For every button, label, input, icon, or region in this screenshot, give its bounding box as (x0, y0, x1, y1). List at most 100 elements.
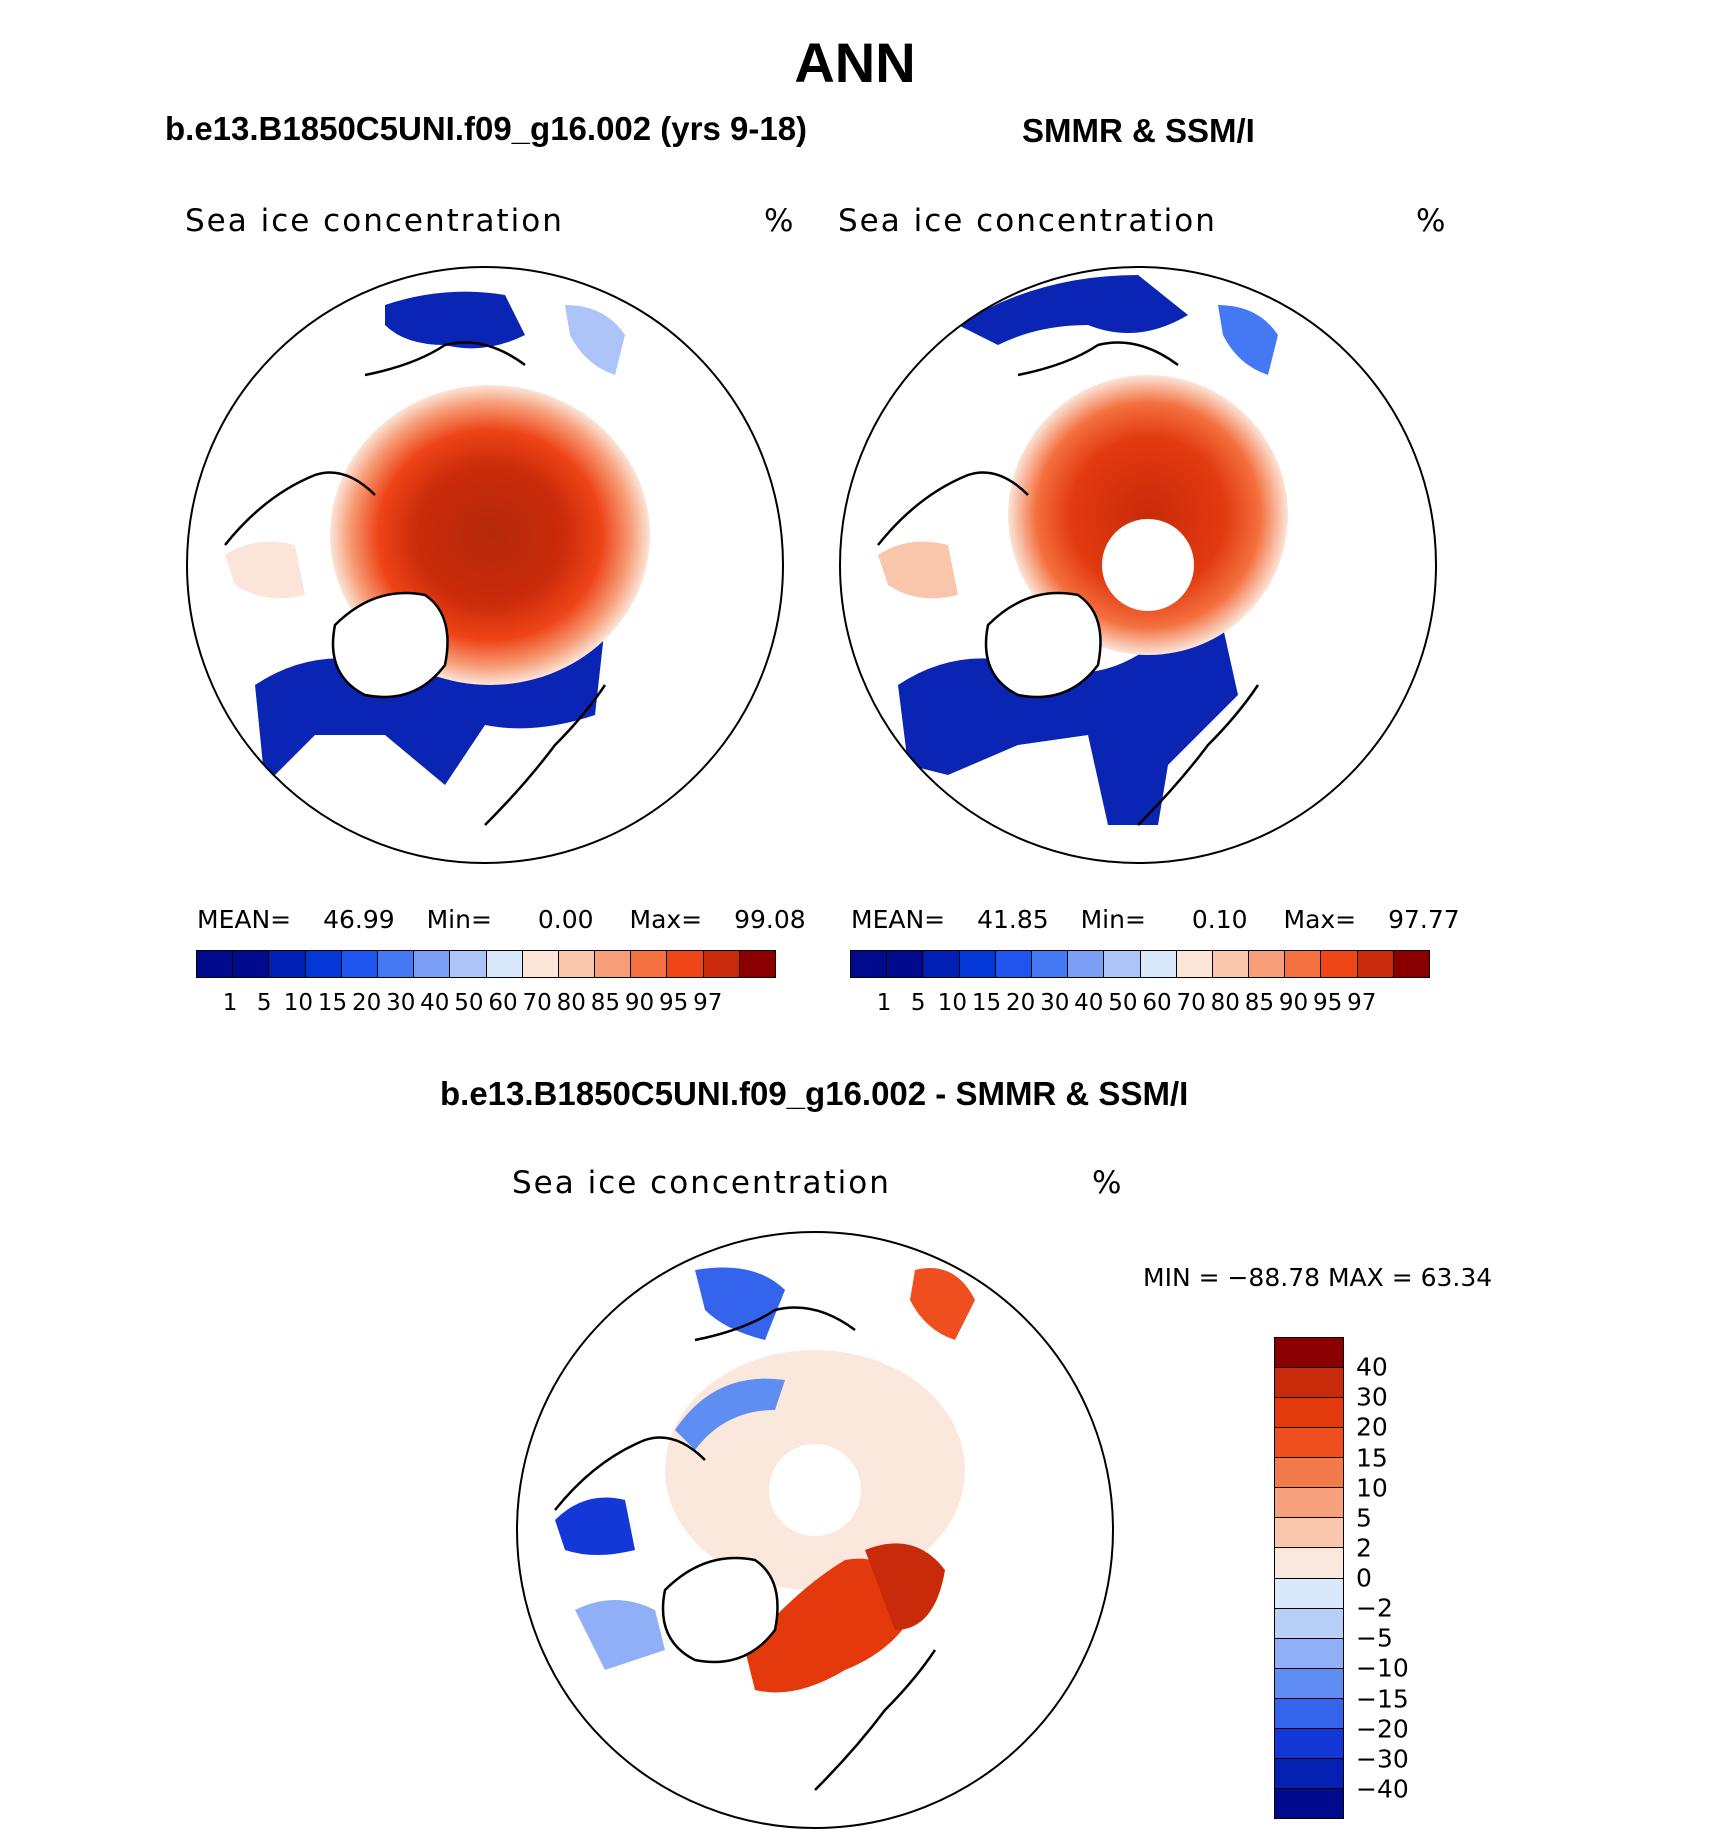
model-colorbar-tick-label: 70 (522, 990, 552, 1016)
diff-colorbar-tick-label: −20 (1356, 1714, 1409, 1744)
model-ice-bering (385, 291, 525, 349)
obs-colorbar-swatch (851, 951, 888, 977)
obs-coast-canada (877, 471, 1029, 546)
obs-colorbar-swatch (1068, 951, 1105, 977)
obs-colorbar-swatch (1321, 951, 1358, 977)
model-mean-value: 46.99 (323, 905, 395, 934)
obs-colorbar-swatch (1357, 951, 1394, 977)
diff-panel-title: b.e13.B1850C5UNI.f09_g16.002 - SMMR & SS… (440, 1075, 1189, 1112)
model-polar-map (186, 266, 784, 864)
model-colorbar-tick-label: 90 (624, 990, 655, 1016)
diff-labrador (575, 1600, 665, 1670)
diff-colorbar-swatch (1275, 1728, 1343, 1759)
obs-colorbar-swatch (1140, 951, 1177, 977)
diff-colorbar-tick-label: −10 (1356, 1653, 1409, 1683)
diff-colorbar-swatch (1275, 1788, 1343, 1818)
obs-colorbar-tick-label: 5 (910, 990, 926, 1016)
model-colorbar-swatch (522, 951, 559, 977)
diff-coast-eurasia (814, 1649, 937, 1791)
diff-okhotsk-positive (910, 1268, 975, 1340)
obs-colorbar-swatch (1393, 951, 1429, 977)
diff-kara-positive (865, 1543, 945, 1630)
obs-colorbar-swatch (1104, 951, 1141, 977)
diff-coast-canada (554, 1436, 706, 1511)
obs-colorbar-swatch (1031, 951, 1069, 977)
obs-colorbar-swatch (1285, 951, 1322, 977)
diff-colorbar-swatch (1275, 1338, 1343, 1369)
figure-title: ANN (794, 31, 916, 94)
model-colorbar-swatch (739, 951, 775, 977)
obs-colorbar-tick-label: 15 (971, 990, 1002, 1016)
diff-minmax-text: MIN = −88.78 MAX = 63.34 (1143, 1263, 1493, 1292)
diff-colorbar-swatch (1275, 1368, 1343, 1399)
obs-colorbar-tick-label: 90 (1278, 990, 1309, 1016)
model-colorbar-swatch (341, 951, 378, 977)
diff-colorbar-swatch (1275, 1578, 1343, 1609)
diff-colorbar-swatch (1275, 1698, 1343, 1729)
model-min-value: 0.00 (537, 905, 594, 934)
model-units-label: % (764, 203, 796, 239)
obs-panel-title: SMMR & SSM/I (1022, 112, 1255, 149)
obs-colorbar-swatch (1249, 951, 1286, 977)
diff-colorbar-tick-label: 30 (1356, 1382, 1388, 1412)
model-panel-title: b.e13.B1850C5UNI.f09_g16.002 (yrs 9-18) (165, 110, 808, 147)
diff-barents-positive (745, 1558, 915, 1693)
model-max-value: 99.08 (734, 905, 806, 934)
model-colorbar-swatch (414, 951, 451, 977)
model-colorbar-swatch (667, 951, 704, 977)
diff-colorbar-tick-label: 5 (1356, 1503, 1372, 1533)
model-colorbar (196, 950, 776, 978)
obs-colorbar-tick-label: 50 (1108, 990, 1138, 1016)
model-coast-siberia (364, 341, 526, 377)
model-colorbar-swatch (486, 951, 523, 977)
diff-colorbar-tick-label: −30 (1356, 1744, 1409, 1774)
model-field-label: Sea ice concentration (185, 203, 564, 239)
model-max-label: Max= (629, 905, 703, 934)
model-colorbar-tick-label: 95 (659, 990, 689, 1016)
obs-colorbar-tick-label: 80 (1210, 990, 1240, 1016)
obs-colorbar-tick-label: 10 (937, 990, 967, 1016)
model-colorbar-tick-label: 85 (590, 990, 621, 1016)
obs-colorbar (850, 950, 1430, 978)
model-colorbar-ticks: 1 5 10 15 20 30 40 50 60 70 80 85 90 95 97 (196, 990, 776, 1020)
model-colorbar-tick-label: 30 (386, 990, 416, 1016)
obs-ice-bering (958, 275, 1188, 345)
model-colorbar-tick-label: 1 (222, 990, 238, 1016)
diff-coast-siberia (694, 1306, 856, 1342)
model-colorbar-tick-label: 15 (317, 990, 348, 1016)
model-colorbar-tick-label: 60 (488, 990, 518, 1016)
model-colorbar-swatch (558, 951, 596, 977)
diff-colorbar-swatch (1275, 1428, 1343, 1459)
diff-colorbar-tick-label: 2 (1356, 1533, 1372, 1563)
obs-min-value: 0.10 (1191, 905, 1248, 934)
model-colorbar-tick-label: 97 (693, 990, 723, 1016)
diff-colorbar-tick-label: −40 (1356, 1774, 1409, 1804)
model-colorbar-swatch (377, 951, 415, 977)
diff-colorbar-ticks: 40 30 20 15 10 5 2 0 −2 −5 −10 −15 −20 −30 −40 (1356, 1337, 1436, 1819)
diff-colorbar-swatch (1275, 1758, 1343, 1789)
diff-colorbar-tick-label: 10 (1356, 1473, 1388, 1503)
obs-units-label: % (1416, 203, 1448, 239)
obs-colorbar-ticks: 1 5 10 15 20 30 40 50 60 70 80 85 90 95 97 (850, 990, 1430, 1020)
diff-arctic-rim-blue (675, 1378, 785, 1450)
diff-colorbar-swatch (1275, 1518, 1343, 1549)
obs-greenland (984, 591, 1102, 699)
obs-colorbar-tick-label: 1 (876, 990, 892, 1016)
obs-colorbar-tick-label: 30 (1040, 990, 1070, 1016)
obs-polar-map (839, 266, 1437, 864)
model-colorbar-tick-label: 80 (556, 990, 586, 1016)
obs-coast-siberia (1017, 341, 1179, 377)
diff-hudson-blue (555, 1497, 635, 1555)
obs-colorbar-tick-label: 60 (1142, 990, 1172, 1016)
obs-ice-hudson (878, 541, 958, 599)
model-greenland (331, 591, 449, 699)
model-ice-hudson (225, 541, 305, 599)
obs-colorbar-swatch (995, 951, 1032, 977)
diff-colorbar-tick-label: −5 (1356, 1623, 1393, 1653)
diff-colorbar-swatch (1275, 1488, 1343, 1519)
diff-colorbar-swatch (1275, 1548, 1343, 1579)
model-colorbar-tick-label: 40 (420, 990, 450, 1016)
model-colorbar-swatch (595, 951, 632, 977)
diff-colorbar-tick-label: 20 (1356, 1412, 1388, 1442)
obs-colorbar-tick-label: 85 (1244, 990, 1275, 1016)
